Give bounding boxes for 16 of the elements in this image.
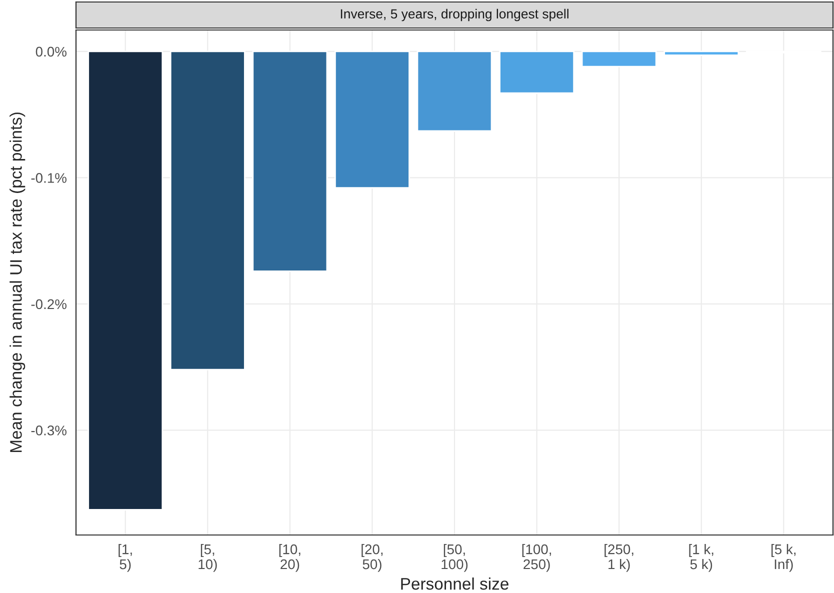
y-axis-title: Mean change in annual UI tax rate (pct points) — [10, 112, 26, 452]
y-tick-label: -0.3% — [31, 426, 66, 436]
x-tick-label: [50, 100) — [442, 544, 468, 572]
x-tick-label: [100, 250) — [522, 544, 551, 572]
chart-title: Inverse, 5 years, dropping longest spell — [340, 8, 568, 22]
y-tick-label: -0.1% — [31, 173, 66, 183]
y-tick-label: -0.2% — [31, 299, 66, 310]
x-tick-label: [5, 10) — [198, 544, 217, 572]
x-tick-label: [20, 50) — [362, 544, 383, 572]
x-tick-label: [10, 20) — [279, 544, 300, 572]
x-tick-label: [1, 5) — [118, 544, 132, 572]
x-axis-title: Personnel size — [401, 577, 508, 590]
x-tick-label: [250, 1 k) — [604, 544, 634, 572]
x-tick-label: [1 k, 5 k) — [689, 544, 714, 572]
y-tick-label: 0.0% — [36, 46, 66, 57]
x-tick-label: [5 k, Inf) — [772, 544, 796, 572]
